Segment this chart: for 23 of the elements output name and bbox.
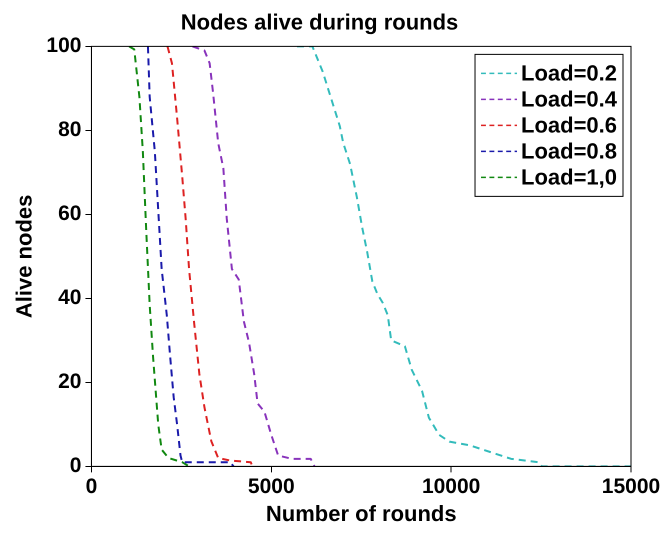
line-series [146, 46, 235, 466]
x-axis-title: Number of rounds [266, 500, 457, 526]
line-series [192, 46, 316, 466]
legend-label: Load=1,0 [521, 164, 618, 190]
x-tick-label: 5000 [248, 474, 295, 498]
chart-title: Nodes alive during rounds [180, 9, 458, 34]
y-axis-title: Alive nodes [11, 194, 36, 318]
y-tick-label: 40 [58, 286, 82, 310]
y-tick-label: 80 [58, 118, 82, 142]
legend-label: Load=0.4 [521, 86, 618, 112]
legend-label: Load=0.2 [521, 60, 618, 86]
y-tick-label: 20 [58, 370, 82, 394]
y-tick-label: 0 [70, 454, 82, 478]
x-tick-label: 15000 [602, 474, 660, 498]
line-series [296, 46, 631, 466]
y-tick-label: 60 [58, 202, 82, 226]
legend-label: Load=0.8 [521, 138, 618, 164]
line-series [128, 46, 190, 466]
y-tick-label: 100 [46, 34, 82, 58]
legend-label: Load=0.6 [521, 112, 618, 138]
x-tick-label: 10000 [422, 474, 480, 498]
x-tick-label: 0 [86, 474, 98, 498]
line-series [166, 46, 254, 466]
